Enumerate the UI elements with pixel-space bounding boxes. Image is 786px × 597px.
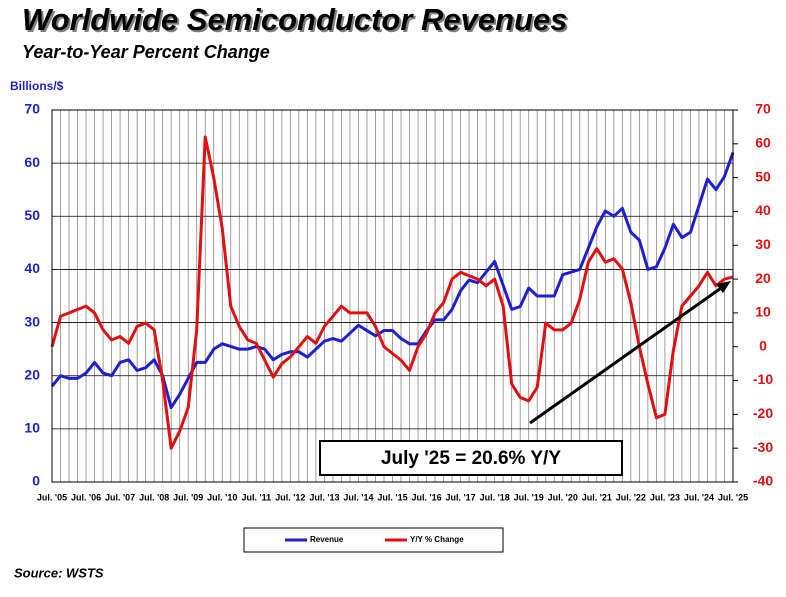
y2-tick-label: -40 — [753, 473, 773, 489]
y-tick-label: 70 — [24, 101, 40, 117]
x-tick-label: Jul. '07 — [105, 492, 135, 502]
y2-tick-label: 20 — [755, 270, 771, 286]
annotation: July '25 = 20.6% Y/Y — [381, 448, 561, 469]
y-tick-label: 40 — [24, 260, 40, 276]
x-tick-label: Jul. '20 — [548, 492, 578, 502]
chart-title-shadow: Worldwide Semiconductor Revenues — [24, 4, 569, 39]
y-axis-label: Billions/$ — [10, 79, 64, 93]
source: Source: WSTS — [14, 565, 104, 580]
legend: Revenue Y/Y % Change — [243, 527, 504, 553]
x-tick-label: Jul. '21 — [582, 492, 612, 502]
series-line — [50, 152, 735, 410]
x-tick-label: Jul. '17 — [446, 492, 476, 502]
y-tick-label: 20 — [24, 366, 40, 382]
grid — [51, 109, 734, 483]
plot-frame — [51, 109, 734, 483]
x-tick-label: Jul. '25 — [718, 492, 748, 502]
legend-box — [243, 527, 504, 553]
y-tick-label: 60 — [24, 154, 40, 170]
x-tick-label: Jul. '10 — [207, 492, 237, 502]
series-line — [50, 135, 734, 450]
x-tick-label: Jul. '06 — [71, 492, 101, 502]
trend-arrow — [529, 284, 725, 425]
x-tick-label: Jul. '15 — [377, 492, 407, 502]
x-tick-label: Jul. '19 — [514, 492, 544, 502]
x-tick-label: Jul. '12 — [275, 492, 305, 502]
legend-label: Y/Y % Change — [410, 535, 464, 544]
y2-tick-label: 40 — [755, 202, 771, 218]
x-tick-label: Jul. '24 — [684, 492, 714, 502]
y2-tick-label: 60 — [755, 135, 771, 151]
y2-tick-label: 10 — [755, 304, 771, 320]
arrow-head — [716, 281, 731, 293]
x-tick-label: Jul. '22 — [616, 492, 646, 502]
y-tick-label: 50 — [24, 207, 40, 223]
y2-tick-label: -10 — [753, 371, 773, 387]
x-tick-label: Jul. '23 — [650, 492, 680, 502]
x-tick-label: Jul. '18 — [480, 492, 510, 502]
y-tick-label: 0 — [32, 473, 40, 489]
y2-tick-label: 70 — [755, 101, 771, 117]
x-tick-label: Jul. '11 — [241, 492, 271, 502]
y2-tick-label: 50 — [755, 168, 771, 184]
chart-title: Worldwide Semiconductor Revenues — [22, 2, 567, 37]
y2-tick-label: -20 — [753, 405, 773, 421]
x-tick-label: Jul. '13 — [309, 492, 339, 502]
legend-label: Revenue — [310, 535, 344, 544]
y2-tick-label: -30 — [753, 439, 773, 455]
annotation-box — [319, 440, 623, 476]
chart-subtitle: Year-to-Year Percent Change — [22, 42, 270, 62]
x-tick-label: Jul. '16 — [411, 492, 441, 502]
x-tick-label: Jul. '09 — [173, 492, 203, 502]
y2-tick-label: 30 — [755, 236, 771, 252]
y-tick-label: 10 — [24, 420, 40, 436]
x-tick-label: Jul. '14 — [343, 492, 373, 502]
y-tick-label: 30 — [24, 313, 40, 329]
plot — [50, 135, 735, 450]
x-tick-label: Jul. '08 — [139, 492, 169, 502]
y2-tick-label: 0 — [759, 337, 767, 353]
x-tick-label: Jul. '05 — [37, 492, 67, 502]
